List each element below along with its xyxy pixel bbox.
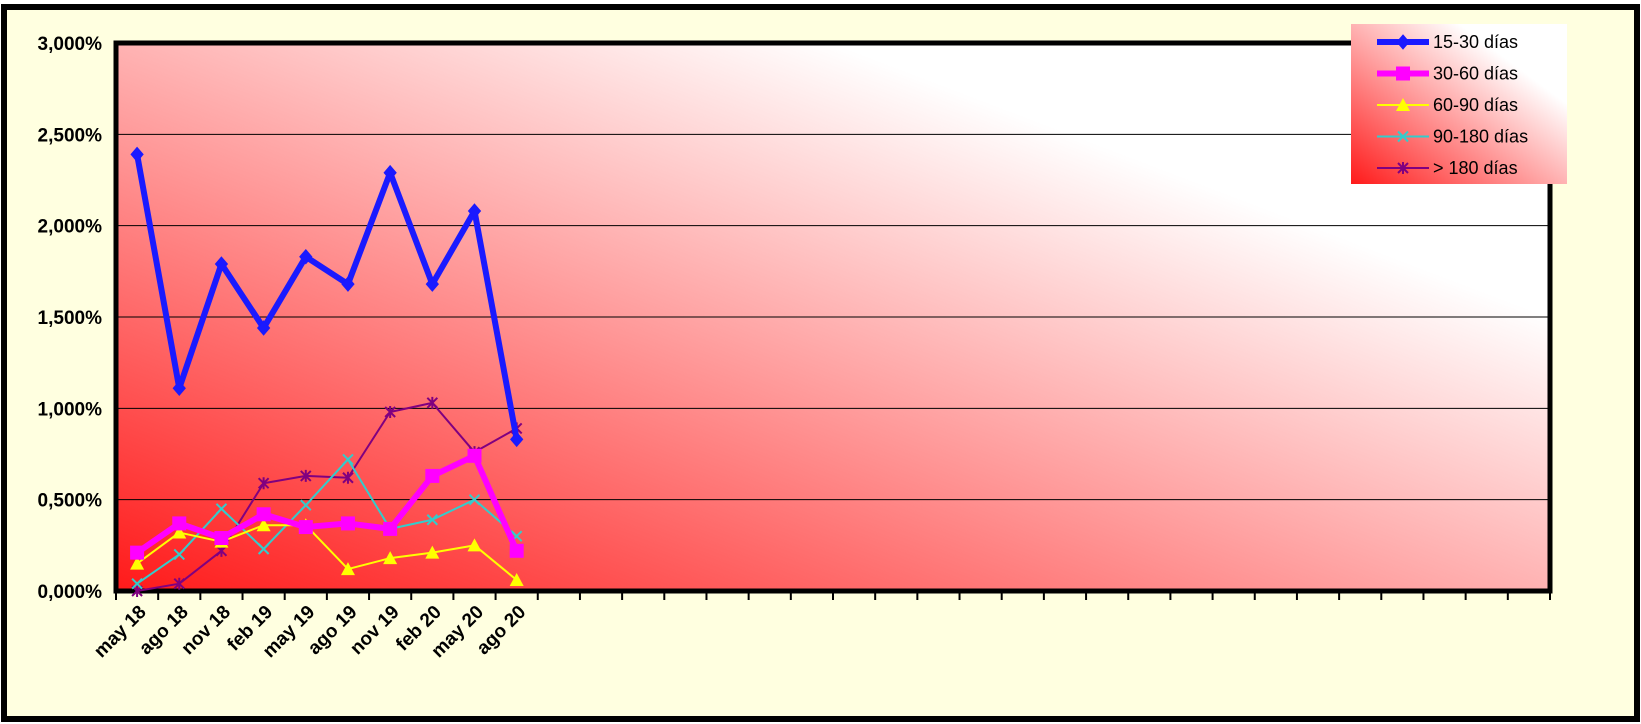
- data-point: [467, 448, 482, 463]
- data-point: [173, 548, 185, 561]
- y-tick-label: 3,000%: [38, 34, 103, 55]
- series-line: [136, 401, 518, 592]
- data-point: [383, 551, 398, 565]
- data-point: [173, 577, 185, 590]
- data-point: [340, 516, 355, 531]
- data-point: [425, 276, 439, 292]
- legend-item: 90-180 días: [1377, 127, 1528, 147]
- legend-marker: [1397, 162, 1409, 174]
- data-point: [468, 493, 481, 506]
- data-point: [256, 518, 271, 532]
- data-point: [130, 545, 145, 560]
- legend-item: 30-60 días: [1377, 64, 1518, 84]
- legend-label: 90-180 días: [1433, 127, 1528, 147]
- series-line: [135, 452, 520, 556]
- legend-label: 15-30 días: [1433, 32, 1518, 52]
- legend-label: 30-60 días: [1433, 64, 1518, 84]
- legend-marker: [1397, 130, 1409, 143]
- data-point: [172, 516, 187, 531]
- y-tick-label: 1,000%: [38, 399, 103, 420]
- legend-marker: [1396, 34, 1410, 50]
- legend-marker: [1396, 98, 1410, 111]
- data-point: [340, 562, 355, 576]
- legend-item: 15-30 días: [1377, 32, 1518, 52]
- legend-marker: [1396, 66, 1410, 81]
- data-point: [384, 405, 396, 418]
- legend-item: 60-90 días: [1377, 95, 1518, 115]
- legend: 15-30 días 30-60 días 60-90 días 90-180 día…: [1351, 24, 1567, 184]
- data-point: [214, 531, 229, 546]
- data-point: [342, 471, 354, 484]
- data-point: [509, 543, 524, 558]
- data-point: [257, 543, 270, 555]
- data-point: [425, 545, 440, 559]
- data-point: [298, 520, 313, 535]
- y-tick-label: 0,500%: [38, 491, 103, 512]
- data-point: [299, 248, 313, 265]
- data-point: [215, 503, 228, 515]
- data-point: [383, 521, 398, 536]
- series-1: [130, 146, 524, 448]
- y-tick-label: 2,500%: [38, 125, 103, 146]
- data-point: [426, 396, 439, 409]
- y-tick-label: 2,000%: [38, 217, 103, 238]
- data-point: [257, 477, 270, 490]
- legend-label: > 180 días: [1433, 158, 1518, 178]
- data-point: [509, 573, 524, 587]
- y-tick-label: 0,000%: [38, 582, 103, 603]
- data-point: [342, 453, 354, 466]
- data-point: [467, 203, 482, 219]
- data-point: [510, 431, 524, 448]
- data-point: [341, 276, 355, 292]
- data-point: [172, 525, 187, 539]
- data-point: [256, 320, 271, 336]
- data-point: [300, 469, 312, 482]
- data-point: [467, 538, 482, 552]
- series-line: [136, 524, 518, 581]
- series-2: [130, 448, 524, 560]
- data-point: [425, 468, 440, 483]
- data-point: [214, 256, 229, 272]
- data-point: [130, 556, 145, 570]
- data-point: [300, 499, 312, 511]
- data-point: [130, 146, 144, 163]
- data-point: [383, 164, 397, 181]
- series-line: [134, 153, 520, 440]
- legend-item: > 180 días: [1377, 158, 1518, 178]
- data-point: [172, 380, 186, 397]
- data-point: [426, 514, 439, 526]
- legend-label: 60-90 días: [1433, 95, 1518, 115]
- data-point: [256, 507, 271, 522]
- y-tick-label: 1,500%: [38, 308, 103, 329]
- data-point: [131, 577, 143, 590]
